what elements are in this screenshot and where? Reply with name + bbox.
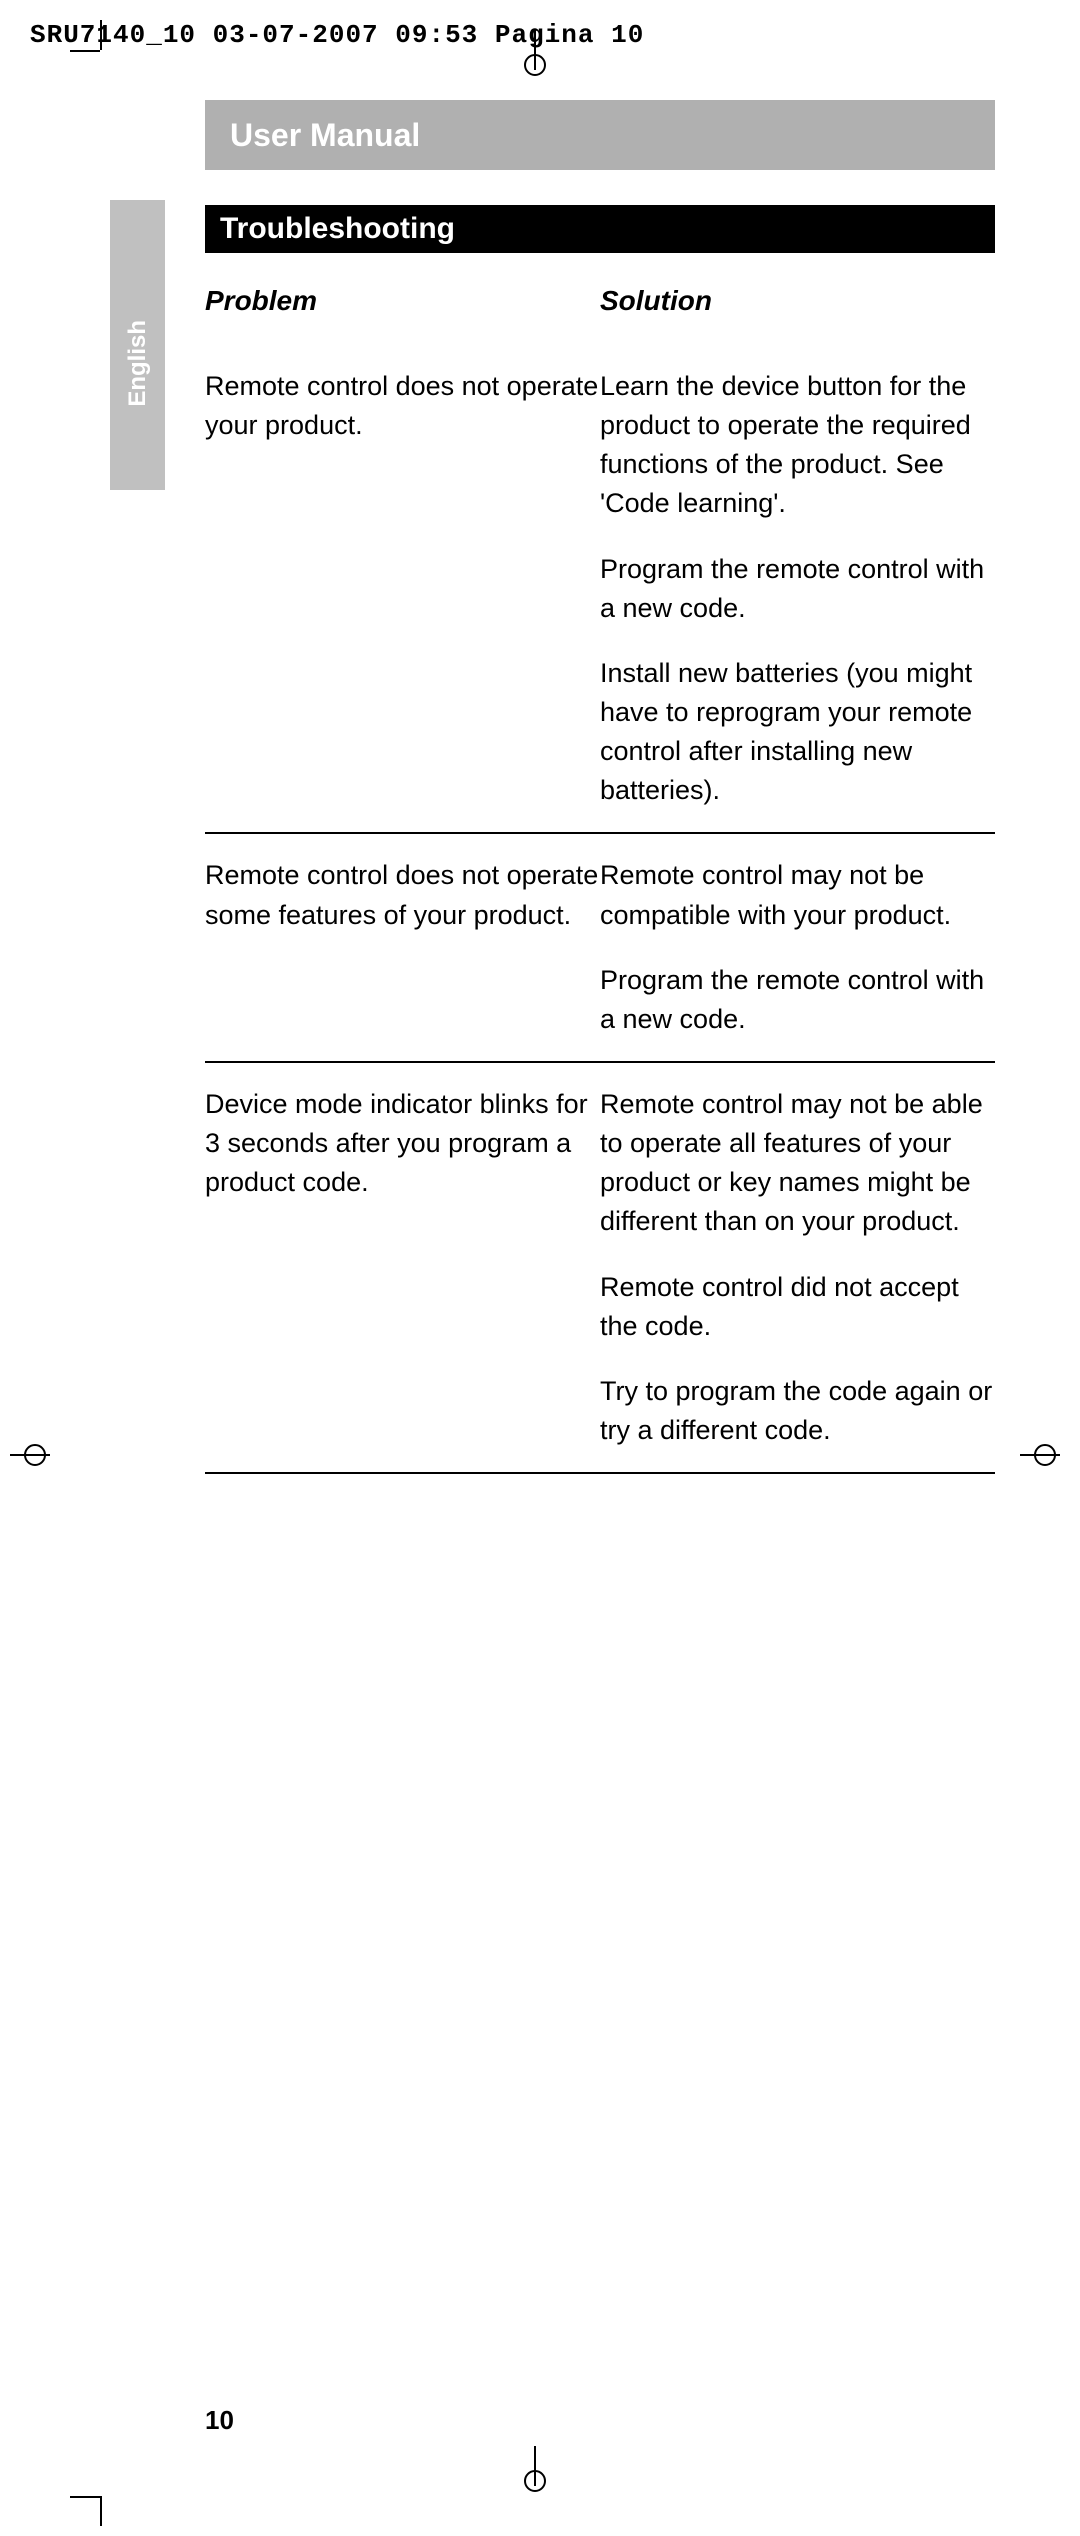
language-sidebar: English	[110, 200, 165, 490]
crop-mark-bottom	[520, 2466, 550, 2496]
header-solution: Solution	[600, 285, 995, 317]
header-problem: Problem	[205, 285, 600, 317]
solution-cell: Learn the device button for the product …	[600, 367, 995, 810]
page-number: 10	[205, 2405, 234, 2436]
solution-para: Program the remote control with a new co…	[600, 961, 995, 1039]
banner-text: User Manual	[230, 117, 420, 154]
language-label: English	[124, 320, 152, 407]
content-area: Problem Solution Remote control does not…	[205, 285, 995, 1474]
problem-cell: Remote control does not operate some fea…	[205, 856, 600, 1039]
solution-para: Remote control may not be compatible wit…	[600, 856, 995, 934]
problem-cell: Remote control does not operate your pro…	[205, 367, 600, 810]
solution-para: Learn the device button for the product …	[600, 367, 995, 524]
print-header: SRU7140_10 03-07-2007 09:53 Pagina 10	[30, 20, 644, 50]
section-title-bar: Troubleshooting	[205, 205, 995, 253]
banner: User Manual	[205, 100, 995, 170]
table-header-row: Problem Solution	[205, 285, 995, 317]
crop-mark-right	[1030, 1440, 1060, 1470]
solution-para: Install new batteries (you might have to…	[600, 654, 995, 811]
table-row: Remote control does not operate some fea…	[205, 834, 995, 1063]
solution-para: Try to program the code again or try a d…	[600, 1372, 995, 1450]
solution-cell: Remote control may not be able to operat…	[600, 1085, 995, 1450]
crop-mark-top	[520, 50, 550, 80]
solution-para: Program the remote control with a new co…	[600, 550, 995, 628]
section-title: Troubleshooting	[220, 212, 455, 246]
solution-cell: Remote control may not be compatible wit…	[600, 856, 995, 1039]
problem-cell: Device mode indicator blinks for 3 secon…	[205, 1085, 600, 1450]
solution-para: Remote control did not accept the code.	[600, 1268, 995, 1346]
table-row: Remote control does not operate your pro…	[205, 345, 995, 834]
crop-mark-left	[20, 1440, 50, 1470]
solution-para: Remote control may not be able to operat…	[600, 1085, 995, 1242]
table-row: Device mode indicator blinks for 3 secon…	[205, 1063, 995, 1474]
